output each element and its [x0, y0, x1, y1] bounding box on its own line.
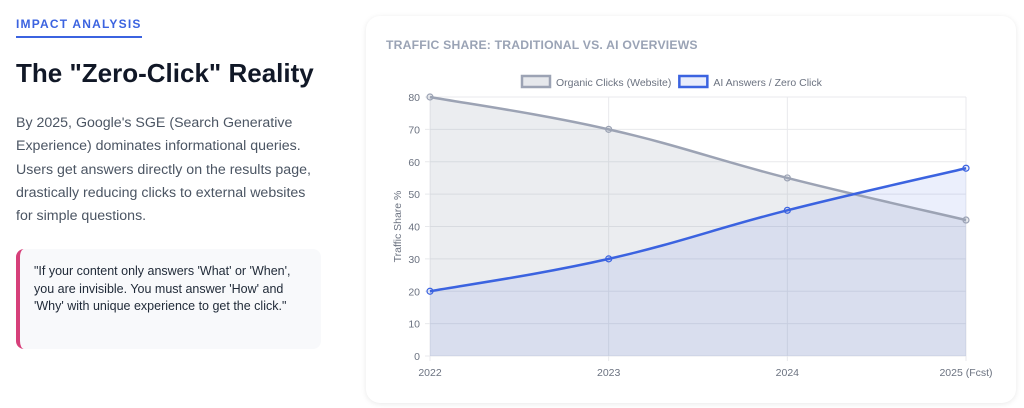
legend-swatch — [678, 74, 709, 89]
series-line — [429, 95, 967, 222]
callout-quote: "If your content only answers 'What' or … — [16, 249, 321, 349]
legend-label: Organic Clicks (Website) — [556, 77, 671, 89]
data-point — [426, 287, 434, 295]
series-area — [430, 168, 966, 356]
x-tick-label: 2024 — [776, 367, 800, 379]
x-tick-label: 2025 (Fcst) — [939, 367, 992, 379]
series-area — [430, 97, 966, 356]
line-chart: 0 10 20 30 40 50 60 70 80 2022 2023 2024 2025 (Fcst)… — [392, 74, 993, 379]
x-tick-label: 2022 — [418, 367, 442, 379]
chart-card: TRAFFIC SHARE: TRADITIONAL VS. AI OVERVI… — [366, 16, 1016, 403]
y-tick-label: 70 — [408, 124, 420, 136]
data-point — [783, 174, 791, 182]
data-point — [962, 216, 970, 224]
y-tick-label: 60 — [408, 157, 420, 169]
legend-label: AI Answers / Zero Click — [713, 77, 822, 89]
y-tick-label: 40 — [408, 222, 420, 234]
y-axis-label: Traffic Share % — [392, 191, 404, 263]
x-tick-label: 2023 — [597, 367, 621, 379]
legend-swatch — [520, 74, 552, 89]
chart-title: TRAFFIC SHARE: TRADITIONAL VS. AI OVERVI… — [386, 38, 698, 52]
y-tick-label: 0 — [414, 351, 420, 363]
y-tick-label: 20 — [408, 286, 420, 298]
data-point — [605, 125, 613, 133]
y-tick-label: 10 — [408, 319, 420, 331]
page-title: The "Zero-Click" Reality — [16, 58, 314, 88]
data-point — [783, 206, 791, 214]
y-tick-label: 50 — [408, 189, 420, 201]
description: By 2025, Google's SGE (Search Generative… — [16, 115, 311, 225]
section-eyebrow: IMPACT ANALYSIS — [16, 17, 142, 38]
data-point — [962, 164, 970, 172]
y-tick-label: 30 — [408, 254, 420, 266]
y-tick-label: 80 — [408, 92, 420, 104]
data-point — [605, 255, 613, 263]
series-line — [429, 167, 967, 293]
data-point — [426, 93, 434, 101]
